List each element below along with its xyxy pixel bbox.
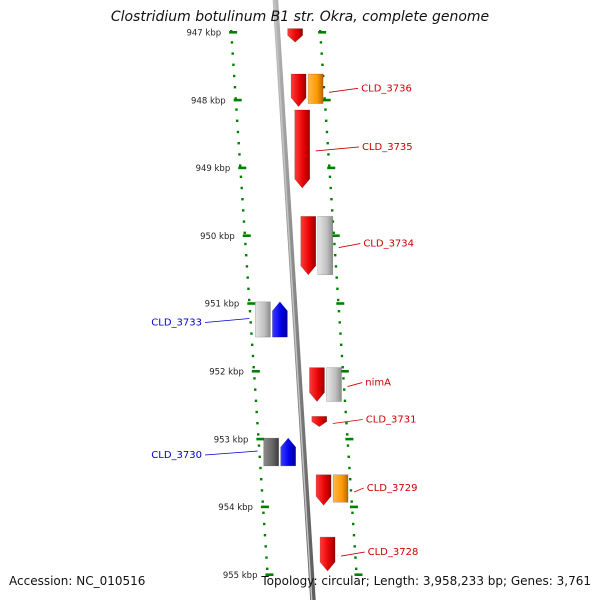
gene-label: CLD_3736: [361, 83, 412, 94]
gene-orange-feature: [307, 73, 324, 104]
gene-orange-feature: [332, 474, 349, 503]
gene-label-leader: [315, 146, 360, 152]
tick-mark-left: [233, 98, 242, 102]
tick-mark-left: [251, 370, 260, 373]
tick-label: 953 kbp: [214, 435, 249, 445]
features-layer: [255, 28, 349, 572]
gene-label: CLD_3733: [151, 317, 202, 328]
gene-label: CLD_3730: [151, 450, 202, 461]
tick-mark-left: [260, 505, 269, 509]
gene-label-leader: [338, 243, 361, 248]
genome-backbone-highlight: [273, 0, 313, 600]
tick-mark-right: [345, 437, 354, 441]
tick-mark-right: [354, 573, 363, 576]
backbone-layer: [272, 0, 316, 600]
tick-mark-right: [318, 31, 327, 34]
tick-label: 955 kbp: [223, 571, 258, 581]
gene-arrow-forward: [290, 73, 307, 108]
gene-label-leader: [340, 551, 365, 557]
gene-label-leader: [204, 318, 250, 323]
gene-arrow-reverse: [280, 437, 296, 467]
gene-arrow-forward: [287, 28, 303, 43]
tick-mark-right: [349, 505, 358, 509]
tick-mark-left: [247, 302, 256, 305]
tick-mark-left: [229, 31, 238, 34]
gene-label-leader: [353, 487, 364, 493]
gene-arrow-reverse: [272, 301, 288, 338]
gene-label: CLD_3729: [367, 483, 418, 494]
gene-gray-feature: [255, 301, 271, 338]
gene-arrow-forward: [315, 474, 332, 506]
tick-mark-left: [256, 437, 265, 441]
accession-text: Accession: NC_010516: [9, 574, 146, 588]
tick-mark-right: [336, 302, 345, 305]
tick-label: 947 kbp: [186, 29, 221, 39]
gene-label: CLD_3728: [368, 547, 419, 558]
ruler-dotted-line-left: [230, 30, 269, 570]
tick-label: 948 kbp: [191, 96, 226, 106]
gene-label: nimA: [365, 378, 391, 389]
tick-label: 952 kbp: [209, 368, 244, 378]
gene-gray-feature: [326, 367, 342, 402]
gene-arrow-forward: [309, 367, 325, 402]
topology-stats: Topology: circular; Length: 3,958,233 bp…: [261, 574, 591, 588]
gene-arrow-forward: [311, 416, 328, 427]
tick-mark-right: [322, 98, 331, 102]
gene-label-leader: [204, 450, 258, 456]
ruler-ticks: 947 kbp 948 kbp 949 kbp 950 kbp 951 kbp 952 k…: [186, 29, 363, 581]
gene-arrow-forward: [319, 536, 336, 572]
tick-label: 949 kbp: [196, 164, 231, 174]
labels-layer: CLD_3736 CLD_3735 CLD_3734 CLD_3733 nimA CLD_…: [151, 83, 418, 558]
gene-arrow-forward: [300, 216, 317, 276]
tick-mark-right: [327, 166, 336, 170]
tick-label: 950 kbp: [200, 232, 235, 242]
gene-arrow-forward: [294, 109, 311, 189]
gene-label-leader: [347, 382, 363, 387]
tick-mark-right: [340, 370, 349, 373]
gene-label: CLD_3734: [363, 239, 414, 250]
gene-label-leader: [329, 87, 359, 93]
gene-label-leader: [332, 419, 363, 424]
genome-backbone: [272, 0, 316, 600]
tick-label: 951 kbp: [205, 300, 240, 310]
tick-mark-left: [242, 234, 251, 237]
gene-label: CLD_3731: [366, 415, 417, 426]
tick-mark-left: [238, 166, 247, 170]
map-title: Clostridium botulinum B1 str. Okra, comp…: [110, 9, 490, 25]
gene-gray-feature: [317, 216, 334, 276]
gene-label: CLD_3735: [362, 142, 413, 153]
tick-mark-left: [265, 573, 274, 576]
gene-dark-feature: [263, 437, 279, 467]
ruler-layer: 947 kbp 948 kbp 949 kbp 950 kbp 951 kbp 952 k…: [186, 29, 363, 581]
tick-label: 954 kbp: [218, 503, 253, 513]
tick-mark-right: [331, 234, 340, 237]
